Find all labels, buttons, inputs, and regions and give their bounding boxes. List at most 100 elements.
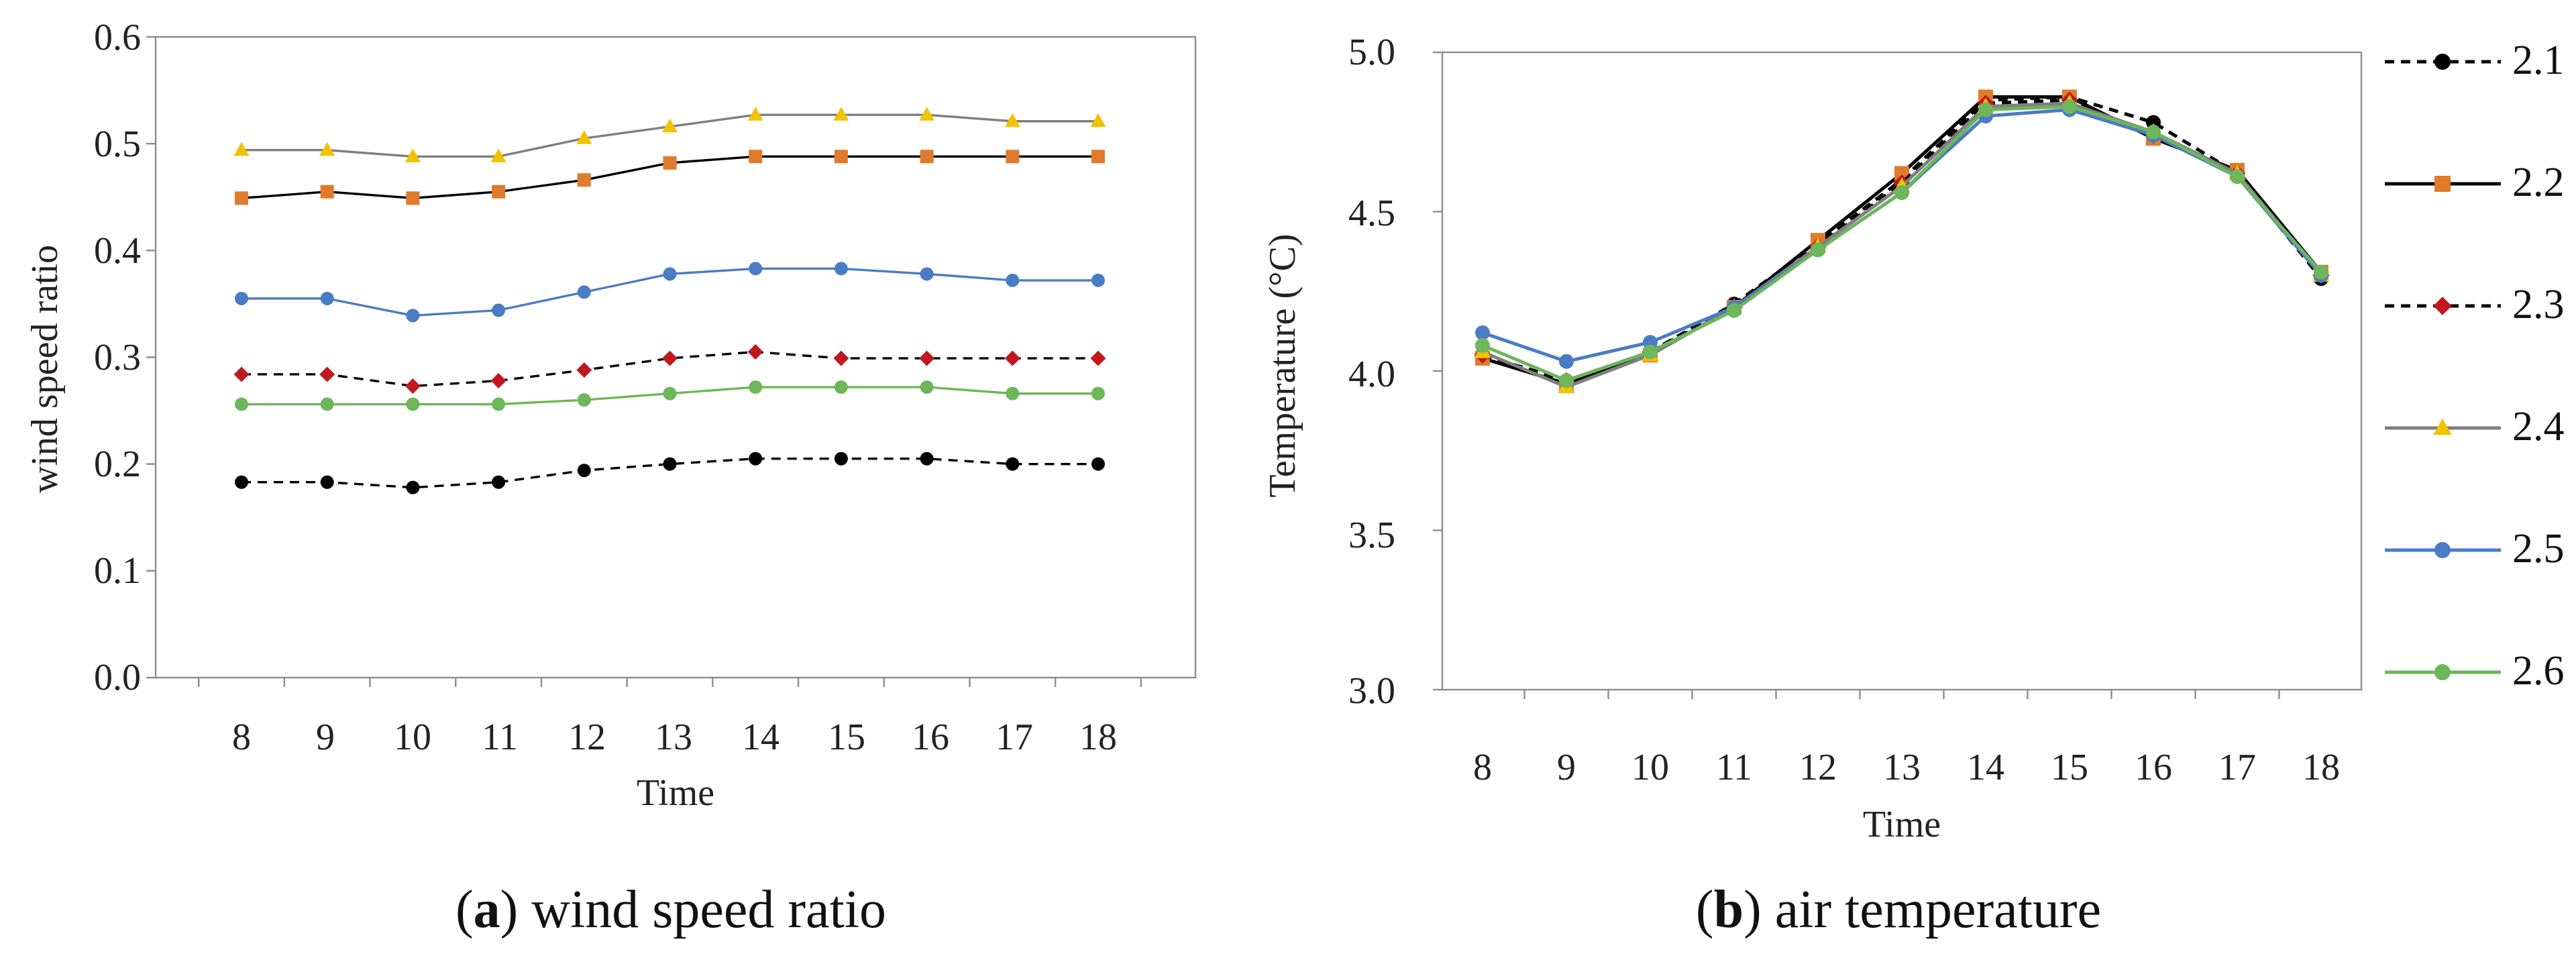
a-xtick-label: 10 [394, 716, 431, 758]
b-data-point-2.6 [1559, 373, 1574, 388]
a-xtick-label: 14 [742, 716, 780, 758]
a-data-point-2.2 [320, 184, 334, 199]
a-data-point-2.4 [405, 148, 421, 162]
b-xtick-label: 18 [2302, 747, 2340, 788]
a-data-point-2.4 [576, 130, 592, 144]
a-data-point-2.1 [1091, 457, 1105, 471]
b-data-point-2.6 [1811, 242, 1825, 258]
caption-b-text: air temperature [1762, 880, 2101, 939]
b-data-point-2.6 [1978, 102, 1993, 117]
b-xtick-label: 16 [2135, 747, 2172, 788]
b-xtick-label: 8 [1473, 747, 1492, 788]
caption-a-letter: a [474, 880, 500, 939]
legend-label: 2.4 [2512, 404, 2565, 449]
a-data-point-2.3 [833, 350, 849, 366]
a-data-point-2.2 [492, 184, 506, 199]
b-data-point-2.6 [2146, 124, 2161, 140]
b-y-axis-title: Temperature (°C) [1262, 233, 1303, 497]
a-data-point-2.1 [920, 452, 934, 466]
a-data-point-2.3 [405, 378, 421, 394]
b-ytick-label: 4.5 [1348, 193, 1395, 234]
a-data-point-2.2 [663, 156, 677, 170]
b-series-line-2.1 [1482, 95, 2322, 386]
a-data-point-2.6 [320, 397, 334, 411]
a-series-line-2.1 [241, 458, 1098, 489]
a-xtick-label: 9 [316, 716, 335, 758]
a-data-point-2.2 [235, 191, 248, 205]
a-xtick-label: 12 [568, 716, 606, 758]
b-data-point-2.6 [1727, 303, 1741, 318]
b-data-point-2.6 [2230, 169, 2245, 184]
a-data-point-2.1 [1006, 457, 1020, 471]
b-plot-frame [1441, 51, 2363, 691]
b-xtick-label: 12 [1799, 747, 1837, 788]
a-data-point-2.4 [490, 148, 506, 162]
a-xtick-label: 13 [655, 716, 692, 758]
b-data-point-2.5 [1475, 325, 1490, 340]
caption-b-letter: b [1714, 880, 1744, 939]
a-data-point-2.3 [233, 366, 250, 382]
b-xtick-label: 10 [1631, 747, 1669, 788]
a-data-point-2.3 [1004, 350, 1020, 366]
a-series-line-2.3 [241, 350, 1098, 388]
b-xtick-label: 15 [2051, 747, 2088, 788]
legend-label: 2.3 [2512, 282, 2565, 327]
b-series-line-2.5 [1482, 107, 2322, 364]
a-data-point-2.1 [749, 452, 763, 466]
a-ytick-label: 0.4 [94, 230, 141, 272]
a-data-point-2.2 [749, 150, 763, 164]
b-data-point-2.6 [1643, 344, 1658, 360]
legend-label: 2.2 [2512, 160, 2565, 205]
a-data-point-2.5 [577, 285, 591, 299]
a-ytick-label: 0.2 [94, 443, 141, 485]
a-data-point-2.1 [577, 464, 591, 478]
a-data-point-2.6 [663, 386, 677, 401]
a-y-axis-title: wind speed ratio [24, 245, 66, 493]
a-xtick-label: 17 [996, 716, 1033, 758]
a-data-point-2.5 [834, 262, 848, 276]
a-data-point-2.4 [1004, 113, 1020, 127]
b-data-point-2.6 [1894, 185, 1909, 200]
b-series-line-2.4 [1482, 101, 2322, 389]
a-data-point-2.2 [834, 150, 848, 164]
a-xtick-label: 18 [1079, 716, 1117, 758]
a-data-point-2.3 [490, 373, 506, 389]
a-data-point-2.3 [747, 344, 763, 360]
a-data-point-2.6 [920, 380, 934, 394]
a-xtick-label: 16 [912, 716, 949, 758]
legend-marker-2.5 [2434, 542, 2451, 558]
a-data-point-2.1 [235, 475, 248, 489]
b-xtick-label: 17 [2218, 747, 2256, 788]
a-data-point-2.5 [406, 309, 420, 323]
a-ytick-label: 0.0 [94, 657, 141, 698]
a-data-point-2.5 [1006, 273, 1020, 287]
legend-marker-2.2 [2434, 176, 2451, 192]
a-data-point-2.5 [492, 303, 506, 317]
a-data-point-2.5 [235, 291, 248, 305]
a-ytick-label: 0.5 [94, 123, 141, 165]
a-xtick-label: 8 [232, 716, 251, 758]
a-data-point-2.4 [662, 118, 678, 133]
b-ytick-label: 3.0 [1348, 670, 1395, 712]
a-data-point-2.6 [834, 380, 848, 394]
a-data-point-2.4 [1090, 113, 1106, 127]
a-ytick-label: 0.3 [94, 337, 141, 378]
a-data-point-2.6 [406, 397, 420, 411]
a-data-point-2.3 [319, 366, 335, 382]
a-ytick-label: 0.6 [94, 17, 141, 58]
b-series-line-2.6 [1482, 105, 2322, 382]
b-series-line-2.3 [1482, 98, 2322, 382]
b-xtick-label: 11 [1716, 747, 1752, 788]
a-data-point-2.2 [1091, 150, 1105, 164]
a-xtick-label: 11 [482, 716, 518, 758]
a-data-point-2.1 [834, 452, 848, 466]
a-ytick-label: 0.1 [94, 550, 141, 592]
a-data-point-2.5 [663, 267, 677, 281]
b-xtick-label: 9 [1557, 747, 1576, 788]
b-xtick-label: 14 [1967, 747, 2004, 788]
chart-panel-a: 0.0 0.1 0.2 0.3 0.4 0.5 0.6 8 9 10 11 12… [24, 17, 1197, 814]
caption-a-text: wind speed ratio [518, 880, 886, 939]
a-data-point-2.3 [576, 362, 592, 378]
caption-b: (b) air temperature [1696, 880, 2101, 939]
